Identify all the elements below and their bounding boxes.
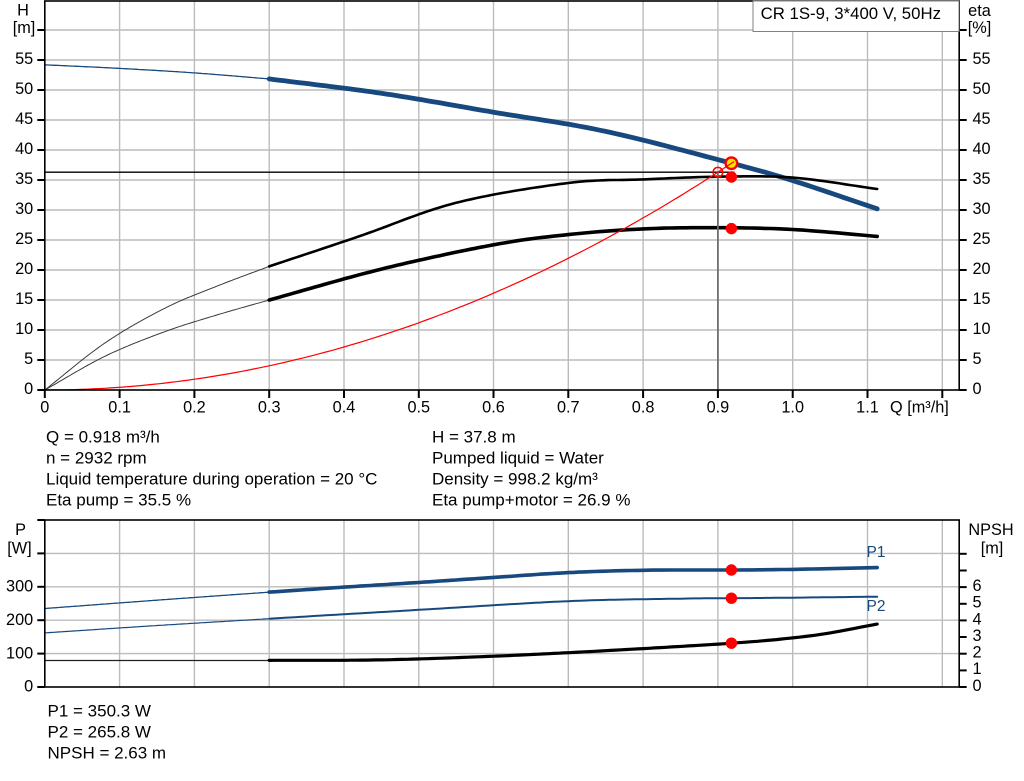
svg-text:1: 1 <box>973 660 982 678</box>
svg-text:n = 2932 rpm: n = 2932 rpm <box>46 449 147 468</box>
svg-text:20: 20 <box>15 260 33 278</box>
svg-text:0: 0 <box>40 398 49 416</box>
svg-text:0: 0 <box>24 380 33 398</box>
svg-text:15: 15 <box>973 290 991 308</box>
svg-text:P: P <box>15 521 26 539</box>
svg-text:0.9: 0.9 <box>707 398 730 416</box>
svg-text:50: 50 <box>973 80 991 98</box>
svg-text:10: 10 <box>973 320 991 338</box>
svg-text:0.7: 0.7 <box>557 398 580 416</box>
svg-text:NPSH = 2.63 m: NPSH = 2.63 m <box>48 744 167 763</box>
svg-text:30: 30 <box>973 200 991 218</box>
svg-text:P1: P1 <box>867 544 886 561</box>
svg-text:25: 25 <box>973 230 991 248</box>
svg-text:20: 20 <box>973 260 991 278</box>
svg-text:35: 35 <box>15 170 33 188</box>
svg-text:Eta pump = 35.5 %: Eta pump = 35.5 % <box>46 491 191 510</box>
svg-text:2: 2 <box>973 644 982 662</box>
svg-text:0: 0 <box>973 380 982 398</box>
svg-text:6: 6 <box>973 577 982 595</box>
svg-text:0.1: 0.1 <box>108 398 131 416</box>
svg-text:Liquid temperature during oper: Liquid temperature during operation = 20… <box>46 470 377 489</box>
svg-text:H = 37.8 m: H = 37.8 m <box>432 428 516 447</box>
svg-text:200: 200 <box>6 611 33 629</box>
svg-text:15: 15 <box>15 290 33 308</box>
svg-text:eta: eta <box>968 2 992 20</box>
svg-text:[%]: [%] <box>968 19 992 37</box>
svg-text:Density = 998.2 kg/m³: Density = 998.2 kg/m³ <box>432 470 598 489</box>
svg-text:45: 45 <box>973 110 991 128</box>
svg-text:0.2: 0.2 <box>183 398 206 416</box>
svg-text:0.6: 0.6 <box>482 398 505 416</box>
svg-text:25: 25 <box>15 230 33 248</box>
svg-text:0.4: 0.4 <box>333 398 356 416</box>
svg-text:P2: P2 <box>867 598 886 615</box>
svg-text:100: 100 <box>6 644 33 662</box>
svg-text:[m]: [m] <box>13 19 36 37</box>
svg-text:0.5: 0.5 <box>407 398 430 416</box>
svg-text:P1 = 350.3 W: P1 = 350.3 W <box>48 702 151 721</box>
svg-text:0.8: 0.8 <box>632 398 655 416</box>
svg-text:3: 3 <box>973 627 982 645</box>
svg-text:35: 35 <box>973 170 991 188</box>
svg-text:5: 5 <box>973 350 982 368</box>
svg-text:1.1: 1.1 <box>856 398 879 416</box>
svg-text:30: 30 <box>15 200 33 218</box>
svg-text:H: H <box>17 2 29 20</box>
svg-text:40: 40 <box>973 140 991 158</box>
svg-text:NPSH: NPSH <box>968 521 1013 539</box>
svg-text:1.0: 1.0 <box>781 398 804 416</box>
svg-text:Pumped liquid = Water: Pumped liquid = Water <box>432 449 604 468</box>
svg-text:P2 = 265.8 W: P2 = 265.8 W <box>48 723 151 742</box>
svg-text:45: 45 <box>15 110 33 128</box>
svg-text:[m]: [m] <box>981 540 1004 558</box>
svg-text:0: 0 <box>973 677 982 695</box>
svg-text:Q [m³/h]: Q [m³/h] <box>890 398 949 416</box>
svg-text:5: 5 <box>973 594 982 612</box>
svg-text:55: 55 <box>15 50 33 68</box>
svg-text:10: 10 <box>15 320 33 338</box>
svg-text:0: 0 <box>24 678 33 696</box>
svg-text:50: 50 <box>15 80 33 98</box>
svg-text:300: 300 <box>6 578 33 596</box>
svg-text:4: 4 <box>973 610 982 628</box>
svg-text:0.3: 0.3 <box>258 398 281 416</box>
svg-text:55: 55 <box>973 50 991 68</box>
svg-text:5: 5 <box>24 350 33 368</box>
svg-text:Eta pump+motor = 26.9 %: Eta pump+motor = 26.9 % <box>432 491 630 510</box>
svg-text:40: 40 <box>15 140 33 158</box>
svg-text:Q = 0.918 m³/h: Q = 0.918 m³/h <box>46 428 160 447</box>
svg-text:CR 1S-9, 3*400 V, 50Hz: CR 1S-9, 3*400 V, 50Hz <box>761 4 941 23</box>
svg-text:[W]: [W] <box>7 540 31 558</box>
